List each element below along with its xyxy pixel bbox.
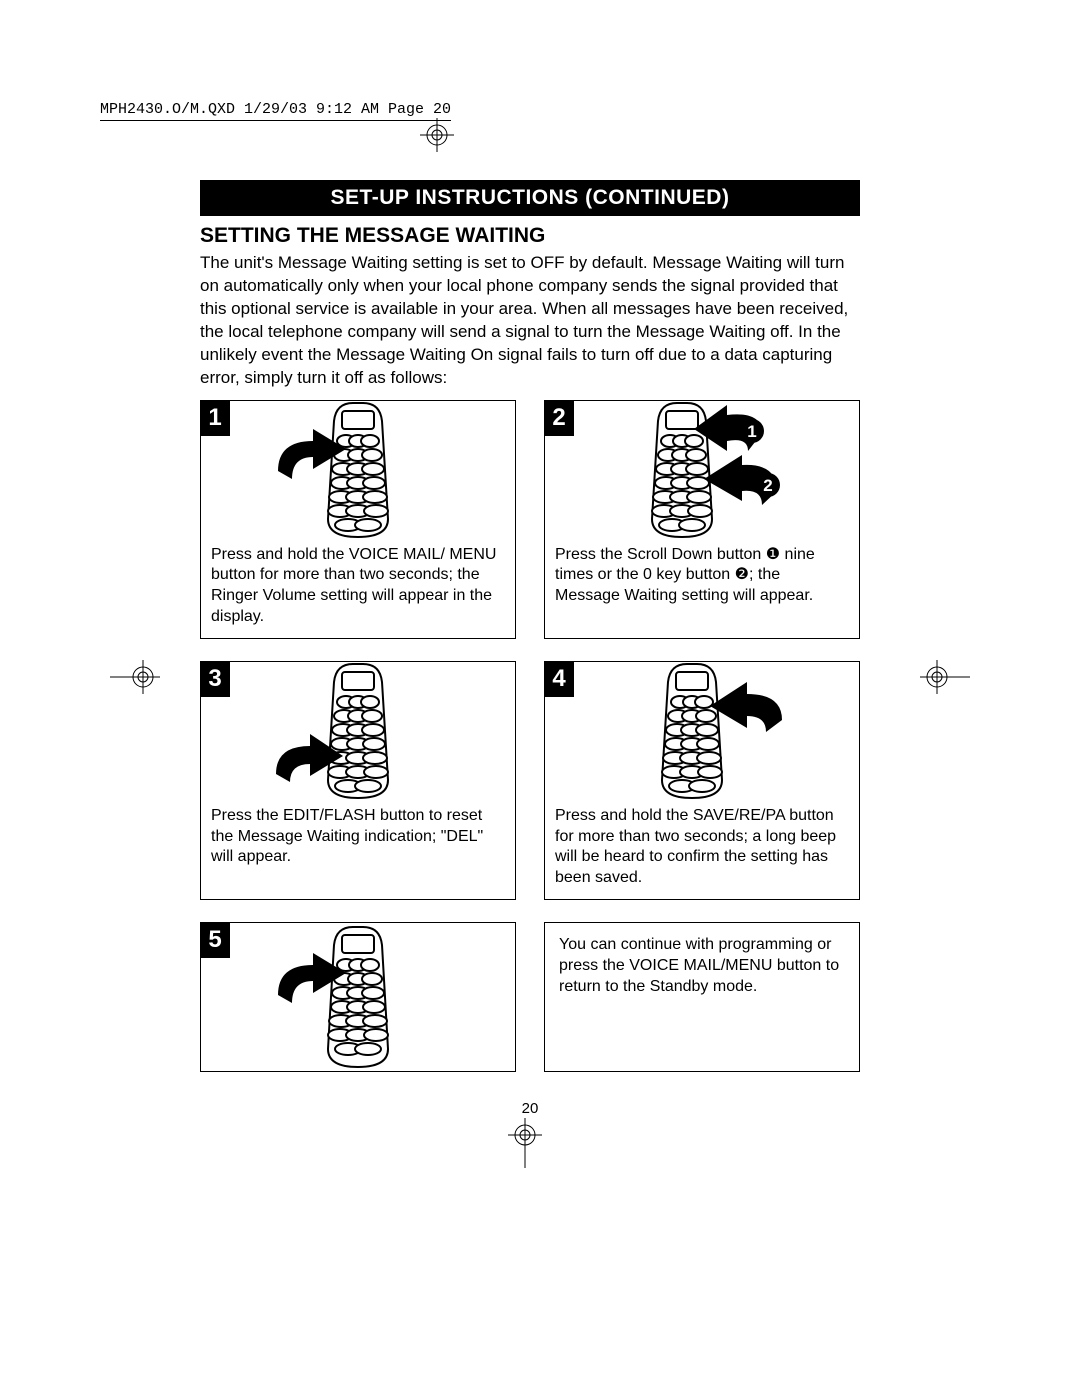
crop-mark-icon (920, 660, 970, 694)
manual-page: MPH2430.O/M.QXD 1/29/03 9:12 AM Page 20 … (0, 0, 1080, 1397)
steps-grid: 1 (200, 400, 860, 1072)
handset-illustration: 1 2 (545, 401, 859, 539)
step-number-badge: 1 (200, 400, 230, 436)
step-caption: Press and hold the VOICE MAIL/ MENU butt… (201, 539, 515, 638)
intro-paragraph: The unit's Message Waiting setting is se… (200, 252, 860, 390)
step-caption: Press the EDIT/FLASH button to reset the… (201, 800, 515, 878)
section-title-bar: SET-UP INSTRUCTIONS (CONTINUED) (200, 180, 860, 216)
file-meta-header: MPH2430.O/M.QXD 1/29/03 9:12 AM Page 20 (100, 101, 451, 121)
svg-text:1: 1 (747, 422, 756, 441)
step-cell-5-text: You can continue with programming or pre… (544, 922, 860, 1072)
step-cell-2: 2 (544, 400, 860, 639)
crop-mark-icon (110, 660, 160, 694)
section-subtitle: SETTING THE MESSAGE WAITING (200, 224, 860, 248)
step-cell-3: 3 (200, 661, 516, 900)
step-number-badge: 4 (544, 661, 574, 697)
page-number: 20 (200, 1100, 860, 1117)
step-cell-1: 1 (200, 400, 516, 639)
step-number-badge: 3 (200, 661, 230, 697)
step-cell-4: 4 (544, 661, 860, 900)
handset-illustration (201, 923, 515, 1071)
handset-illustration (201, 662, 515, 800)
step-caption: Press and hold the SAVE/RE/PA button for… (545, 800, 859, 899)
crop-mark-icon (508, 1118, 542, 1168)
step-caption: You can continue with programming or pre… (545, 923, 859, 1009)
step-number-badge: 5 (200, 922, 230, 958)
step-number-badge: 2 (544, 400, 574, 436)
handset-illustration (545, 662, 859, 800)
svg-text:2: 2 (763, 476, 772, 495)
step-caption: Press the Scroll Down button ❶ nine time… (545, 539, 859, 617)
crop-mark-icon (420, 118, 454, 152)
step-cell-5: 5 (200, 922, 516, 1072)
handset-illustration (201, 401, 515, 539)
